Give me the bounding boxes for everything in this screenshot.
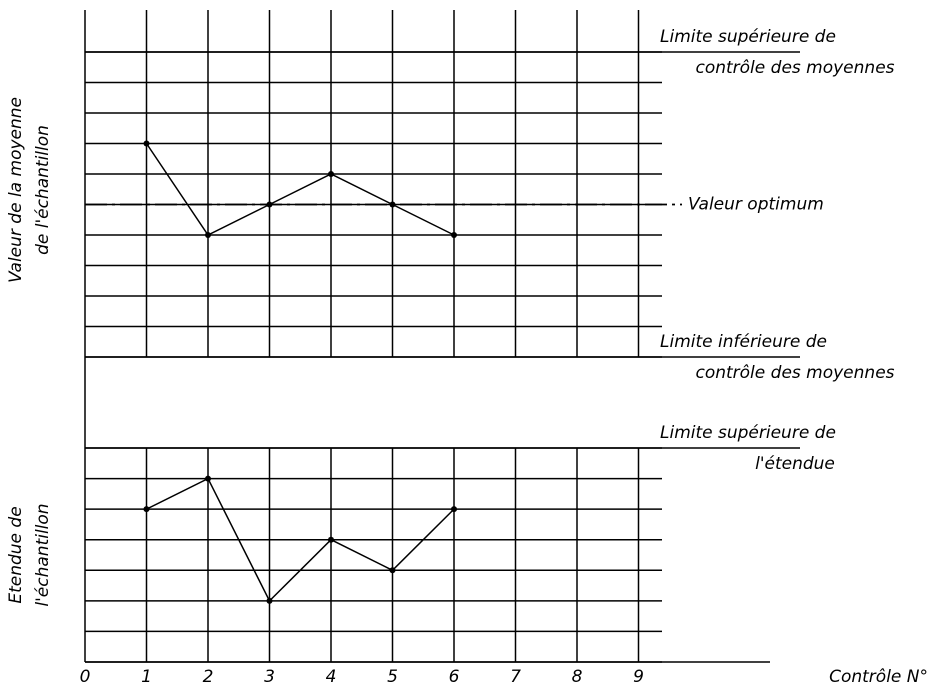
limit-label: Valeur optimum [688, 195, 824, 215]
data-line [145, 143, 455, 236]
x-tick-label: 2 [203, 667, 214, 687]
data-point [143, 506, 150, 513]
data-point [143, 140, 150, 147]
y-axis-label: de l'échantillon [33, 125, 53, 255]
x-tick-label: 6 [449, 667, 460, 687]
limit-label: Limite supérieure de [660, 423, 836, 443]
y-axis-label: l'échantillon [33, 503, 53, 606]
data-point [266, 201, 273, 208]
limit-label: Limite inférieure de [660, 332, 827, 352]
data-line [146, 477, 455, 603]
y-axis-label: Valeur de la moyenne [6, 97, 26, 283]
data-point [266, 597, 273, 604]
x-tick-label: 1 [141, 667, 152, 687]
data-point [451, 506, 457, 513]
limit-label: contrôle des moyennes [695, 58, 894, 78]
x-tick-label: 4 [326, 667, 337, 687]
data-point [205, 475, 211, 482]
data-point [328, 536, 334, 543]
x-tick-label: 0 [80, 667, 91, 687]
x-tick-label: 9 [633, 667, 644, 687]
x-axis-label: Contrôle N° [829, 667, 928, 687]
data-point [205, 232, 211, 238]
x-tick-label: 8 [572, 667, 583, 687]
data-point [389, 201, 396, 208]
limit-label: Limite supérieure de [660, 27, 836, 47]
data-point [328, 171, 334, 177]
limit-label: contrôle des moyennes [695, 363, 894, 383]
data-point [451, 232, 457, 238]
x-tick-label: 5 [387, 667, 398, 687]
x-tick-label: 7 [510, 667, 521, 687]
data-point [389, 567, 396, 574]
limit-label: l'étendue [755, 454, 835, 474]
x-tick-label: 3 [264, 667, 275, 687]
y-axis-label: Etendue de [6, 506, 26, 603]
